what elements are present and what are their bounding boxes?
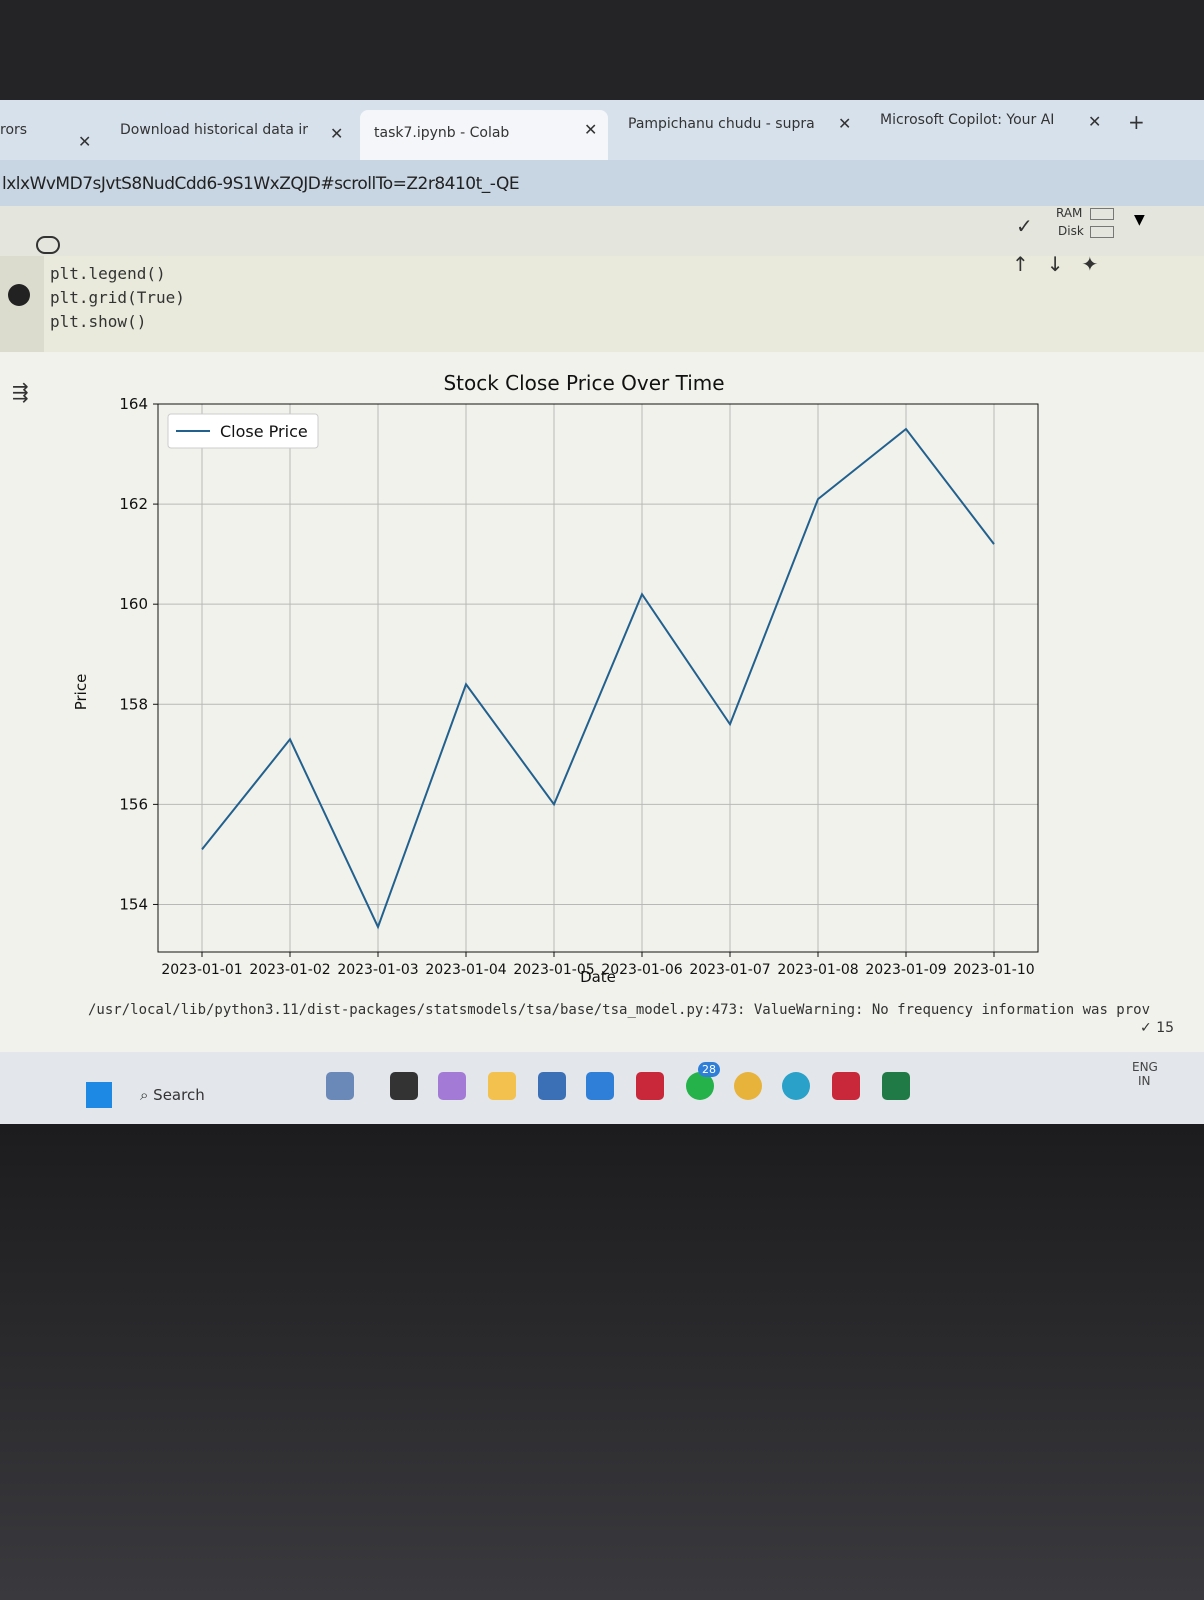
search-box[interactable]: ⌕ Search: [140, 1086, 205, 1104]
legend-label: Close Price: [220, 422, 308, 441]
run-button[interactable]: [8, 284, 30, 306]
app-icon[interactable]: [488, 1072, 516, 1100]
legend-box: [167, 413, 319, 449]
y-tick-label: 162: [119, 495, 148, 513]
y-tick-label: 154: [119, 895, 148, 913]
output-toggle[interactable]: ⇶: [12, 380, 29, 404]
taskbar: ⌕ Search 28 ENG IN: [0, 1052, 1204, 1124]
code-line: plt.legend(): [50, 264, 166, 283]
dropdown[interactable]: ▼: [1134, 212, 1145, 228]
tab-close[interactable]: ✕: [330, 124, 344, 143]
search-label: Search: [153, 1086, 205, 1104]
y-axis-label: Price: [72, 674, 90, 711]
plot-frame: [157, 403, 1039, 953]
url: lxlxWvMD7sJvtS8NudCdd6-9S1WxZQJD#scrollT…: [2, 174, 520, 194]
x-tick-label: 2023-01-05: [513, 962, 594, 978]
language[interactable]: ENG IN: [1132, 1060, 1158, 1088]
app-icon[interactable]: [390, 1072, 418, 1100]
colab-toolbar: ✓ RAM Disk ▼: [0, 206, 1204, 256]
app-icon[interactable]: [832, 1072, 860, 1100]
exec-time: 15: [1156, 1020, 1175, 1036]
warning-text: /usr/local/lib/python3.11/dist-packages/…: [88, 1002, 1151, 1018]
notification-badge: 28: [698, 1062, 720, 1077]
tab[interactable]: rors: [0, 122, 28, 138]
new-tab[interactable]: +: [1128, 110, 1145, 134]
code-cell: plt.legend() plt.grid(True) plt.show() ↑…: [0, 252, 1204, 352]
cloud-icon[interactable]: [36, 236, 60, 254]
app-icon[interactable]: [636, 1072, 664, 1100]
chart-title: Stock Close Price Over Time: [443, 371, 724, 395]
app-icon[interactable]: [538, 1072, 566, 1100]
app-icon[interactable]: [782, 1072, 810, 1100]
tab-close[interactable]: ✕: [584, 120, 598, 139]
code-line: plt.grid(True): [50, 288, 185, 307]
x-axis-label: Date: [580, 968, 616, 986]
x-tick-label: 2023-01-04: [425, 962, 506, 978]
y-tick-label: 158: [119, 695, 148, 713]
app-icon[interactable]: [326, 1072, 354, 1100]
connected-check: ✓: [1016, 214, 1033, 238]
x-tick-label: 2023-01-03: [337, 962, 418, 978]
line-series: [201, 427, 995, 930]
app-icon[interactable]: [734, 1072, 762, 1100]
region-code: IN: [1138, 1074, 1151, 1088]
x-tick-label: 2023-01-09: [865, 962, 946, 978]
y-tick-label: 156: [119, 795, 148, 813]
exec-status: ✓ 15: [1140, 1020, 1175, 1036]
disk-meter: [1090, 226, 1114, 238]
x-tick-label: 2023-01-06: [601, 962, 682, 978]
address-bar[interactable]: lxlxWvMD7sJvtS8NudCdd6-9S1WxZQJD#scrollT…: [0, 160, 1204, 206]
tab-close[interactable]: ✕: [838, 114, 852, 133]
x-tick-label: 2023-01-07: [689, 962, 770, 978]
x-tick-label: 2023-01-01: [161, 962, 242, 978]
keyboard-area: [0, 1124, 1204, 1600]
app-icon[interactable]: [438, 1072, 466, 1100]
y-tick-label: 160: [119, 595, 148, 613]
start-button[interactable]: [86, 1082, 112, 1108]
tab[interactable]: Microsoft Copilot: Your AI: [880, 112, 1055, 128]
ram-label: RAM: [1056, 206, 1083, 220]
app-icon[interactable]: [882, 1072, 910, 1100]
x-tick-label: 2023-01-02: [249, 962, 330, 978]
tab[interactable]: Pampichanu chudu - supra: [628, 116, 815, 132]
y-tick-label: 164: [119, 395, 148, 413]
tab-close[interactable]: ✕: [78, 132, 92, 151]
language-code: ENG: [1132, 1060, 1158, 1074]
code-line: plt.show(): [50, 312, 147, 331]
x-tick-label: 2023-01-08: [777, 962, 858, 978]
tab[interactable]: Download historical data ir: [120, 122, 309, 138]
cell-gutter: [0, 256, 44, 352]
tab-bar: rors ✕ Download historical data ir ✕ tas…: [0, 100, 1204, 160]
cell-actions[interactable]: ↑↓✦: [1012, 252, 1117, 276]
tab[interactable]: task7.ipynb - Colab: [360, 110, 608, 160]
disk-label: Disk: [1058, 224, 1084, 238]
tab-close[interactable]: ✕: [1088, 112, 1102, 131]
app-icon[interactable]: [586, 1072, 614, 1100]
cell-output: ⇶ Stock Close Price Over Time Date Price…: [0, 352, 1204, 1052]
x-tick-label: 2023-01-10: [953, 962, 1034, 978]
chart: Stock Close Price Over Time Date Price 1…: [72, 371, 1039, 986]
ram-meter: [1090, 208, 1114, 220]
